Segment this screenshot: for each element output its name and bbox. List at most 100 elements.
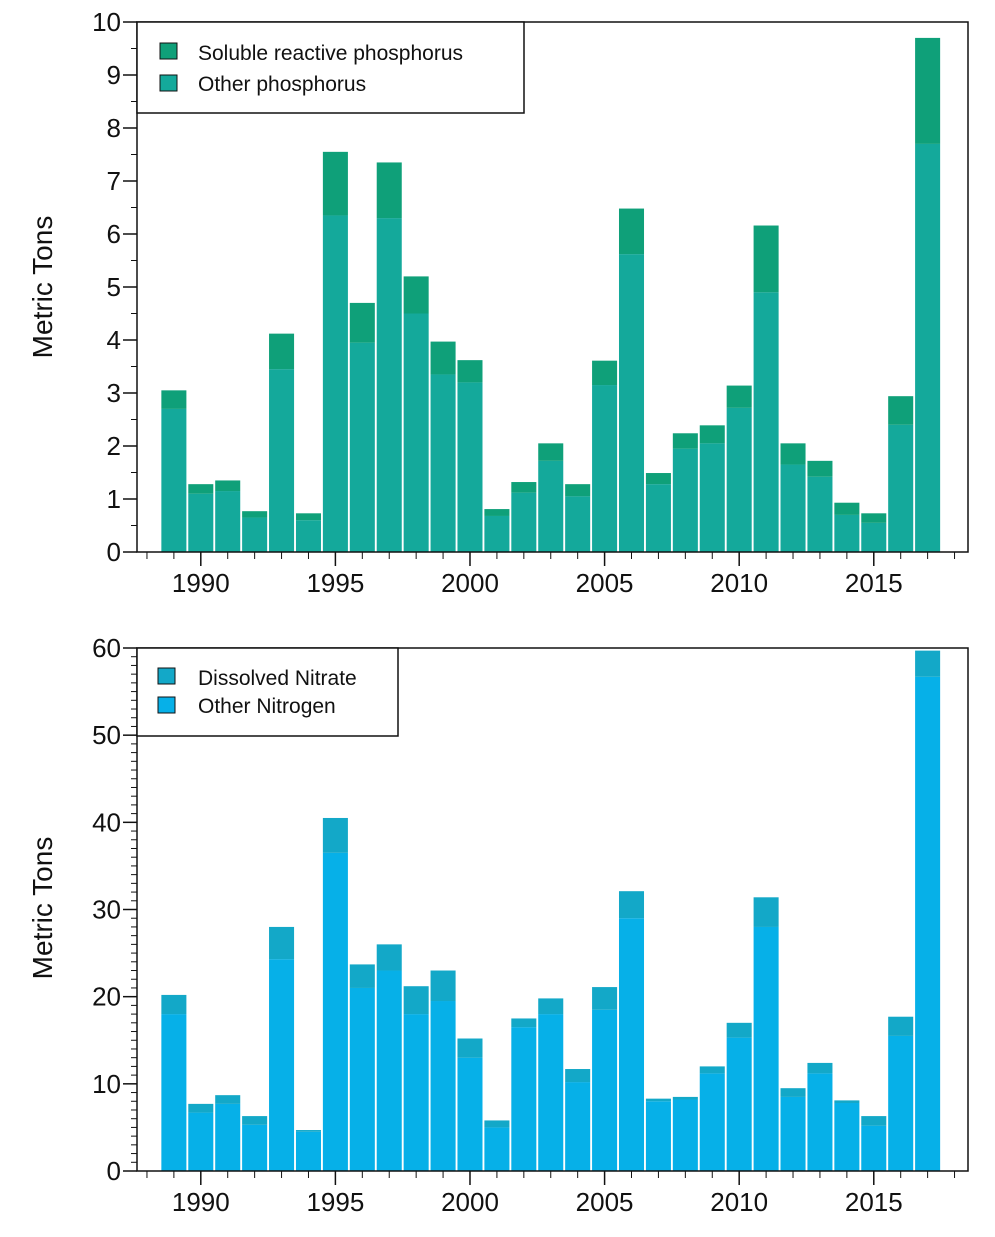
bar-other-nitrogen-2005: [592, 1009, 618, 1171]
y-axis-title: Metric Tons: [27, 837, 58, 980]
bar-dissolved-nitrate-1991: [215, 1095, 241, 1104]
legend-swatch-other-phosphorus: [159, 74, 178, 92]
bar-dissolved-nitrate-2011: [753, 897, 779, 927]
bar-other-phosphorus-1992: [242, 517, 268, 552]
x-tick-label: 1990: [172, 1187, 230, 1217]
bar-soluble-reactive-phosphorus-1991: [215, 480, 241, 492]
y-tick-label: 10: [92, 7, 121, 37]
bar-dissolved-nitrate-2004: [565, 1069, 591, 1083]
bar-soluble-reactive-phosphorus-2000: [457, 360, 483, 383]
x-tick-label: 2000: [441, 568, 499, 598]
y-tick-label: 3: [107, 378, 121, 408]
x-tick-label: 2005: [576, 568, 634, 598]
bar-soluble-reactive-phosphorus-2012: [780, 443, 806, 465]
y-tick-label: 2: [107, 431, 121, 461]
bar-dissolved-nitrate-1997: [376, 944, 402, 971]
bar-other-nitrogen-2010: [726, 1037, 752, 1171]
bar-dissolved-nitrate-2015: [861, 1116, 887, 1126]
bar-dissolved-nitrate-2009: [699, 1066, 725, 1074]
bar-other-nitrogen-2007: [645, 1101, 671, 1171]
bar-soluble-reactive-phosphorus-1994: [295, 513, 321, 521]
bar-other-nitrogen-2001: [484, 1127, 510, 1171]
bar-other-nitrogen-1995: [322, 852, 348, 1171]
bar-other-nitrogen-2004: [565, 1082, 591, 1171]
bar-other-nitrogen-1997: [376, 970, 402, 1171]
bar-soluble-reactive-phosphorus-2005: [592, 360, 618, 386]
bar-group: [161, 650, 941, 1171]
bar-dissolved-nitrate-1994: [295, 1130, 321, 1132]
bar-soluble-reactive-phosphorus-1993: [269, 333, 295, 370]
bar-soluble-reactive-phosphorus-2017: [915, 37, 941, 144]
bar-dissolved-nitrate-1999: [430, 970, 456, 1002]
y-tick-label: 0: [107, 1156, 121, 1186]
y-tick-label: 10: [92, 1069, 121, 1099]
bar-soluble-reactive-phosphorus-2009: [699, 425, 725, 444]
bar-dissolved-nitrate-2003: [538, 998, 564, 1015]
x-tick-label: 2010: [710, 568, 768, 598]
bar-soluble-reactive-phosphorus-2010: [726, 385, 752, 408]
x-tick-label: 2015: [845, 1187, 903, 1217]
y-tick-label: 60: [92, 633, 121, 663]
bar-other-phosphorus-1989: [161, 408, 187, 552]
bar-other-nitrogen-2014: [834, 1103, 860, 1171]
axes: 0 10 20 30 40 50 60 1990 1995 2000 2005 2010 2015: [92, 633, 969, 1217]
bar-other-phosphorus-2016: [888, 424, 914, 552]
y-tick-label: 4: [107, 325, 121, 355]
bar-dissolved-nitrate-1990: [188, 1103, 214, 1113]
bar-soluble-reactive-phosphorus-2016: [888, 396, 914, 425]
legend-label-other-phosphorus: Other phosphorus: [198, 73, 366, 96]
legend: Dissolved Nitrate Other Nitrogen: [136, 647, 399, 737]
legend-swatch-other-nitrogen: [157, 696, 176, 714]
bar-soluble-reactive-phosphorus-2003: [538, 443, 564, 461]
bar-dissolved-nitrate-2001: [484, 1120, 510, 1128]
legend-label-dissolved-nitrate: Dissolved Nitrate: [198, 667, 357, 690]
bar-other-nitrogen-1989: [161, 1014, 187, 1171]
bar-other-phosphorus-2006: [618, 254, 645, 552]
legend-label-other-nitrogen: Other Nitrogen: [198, 695, 336, 718]
x-tick-label: 2005: [576, 1187, 634, 1217]
bar-soluble-reactive-phosphorus-2008: [672, 433, 698, 449]
bar-soluble-reactive-phosphorus-2002: [511, 482, 537, 493]
bar-other-nitrogen-2016: [888, 1035, 914, 1171]
x-tick-label: 1995: [306, 568, 364, 598]
bar-dissolved-nitrate-2016: [888, 1016, 914, 1036]
bar-other-nitrogen-2006: [618, 918, 645, 1171]
bar-soluble-reactive-phosphorus-2011: [753, 225, 779, 293]
bar-group: [161, 37, 941, 552]
nitrogen-chart: Metric Tons 0 10 20 30 40 50 60 1990 1995 2000 200…: [27, 633, 969, 1217]
bar-other-nitrogen-2000: [457, 1057, 483, 1171]
x-tick-label: 2015: [845, 568, 903, 598]
bar-dissolved-nitrate-1992: [242, 1116, 268, 1125]
bar-soluble-reactive-phosphorus-2013: [807, 460, 833, 477]
bar-other-phosphorus-1999: [430, 374, 456, 552]
bar-soluble-reactive-phosphorus-1996: [349, 302, 375, 343]
bar-other-nitrogen-1992: [242, 1124, 268, 1171]
legend-swatch-soluble-reactive-phosphorus: [159, 42, 178, 60]
bar-dissolved-nitrate-2007: [645, 1098, 671, 1102]
bar-dissolved-nitrate-2013: [807, 1062, 833, 1074]
bar-other-phosphorus-1998: [403, 313, 429, 552]
bar-other-nitrogen-2008: [672, 1099, 698, 1171]
bar-other-phosphorus-2008: [672, 448, 698, 552]
bar-dissolved-nitrate-2005: [592, 987, 618, 1010]
bar-other-phosphorus-1993: [269, 369, 295, 552]
y-tick-label: 7: [107, 166, 121, 196]
bar-other-nitrogen-2013: [807, 1073, 833, 1171]
legend-label-soluble-reactive-phosphorus: Soluble reactive phosphorus: [198, 42, 463, 65]
bar-dissolved-nitrate-1995: [322, 817, 348, 853]
bar-dissolved-nitrate-2002: [511, 1018, 537, 1028]
axes: 0 1 2 3 4 5 6 7 8 9 10 1990 1995 2000 2005 2010 2015: [92, 7, 969, 598]
bar-soluble-reactive-phosphorus-2006: [618, 208, 645, 255]
bar-other-phosphorus-1990: [188, 493, 214, 552]
bar-other-phosphorus-2004: [565, 496, 591, 552]
bar-dissolved-nitrate-2000: [457, 1038, 483, 1058]
y-tick-label: 5: [107, 272, 121, 302]
x-tick-label: 2010: [710, 1187, 768, 1217]
bar-dissolved-nitrate-2012: [780, 1088, 806, 1097]
bar-other-phosphorus-1996: [349, 342, 375, 552]
bar-dissolved-nitrate-1998: [403, 986, 429, 1015]
bar-other-nitrogen-2017: [915, 676, 941, 1171]
bar-other-phosphorus-1997: [376, 218, 402, 552]
bar-other-phosphorus-2015: [861, 522, 887, 552]
